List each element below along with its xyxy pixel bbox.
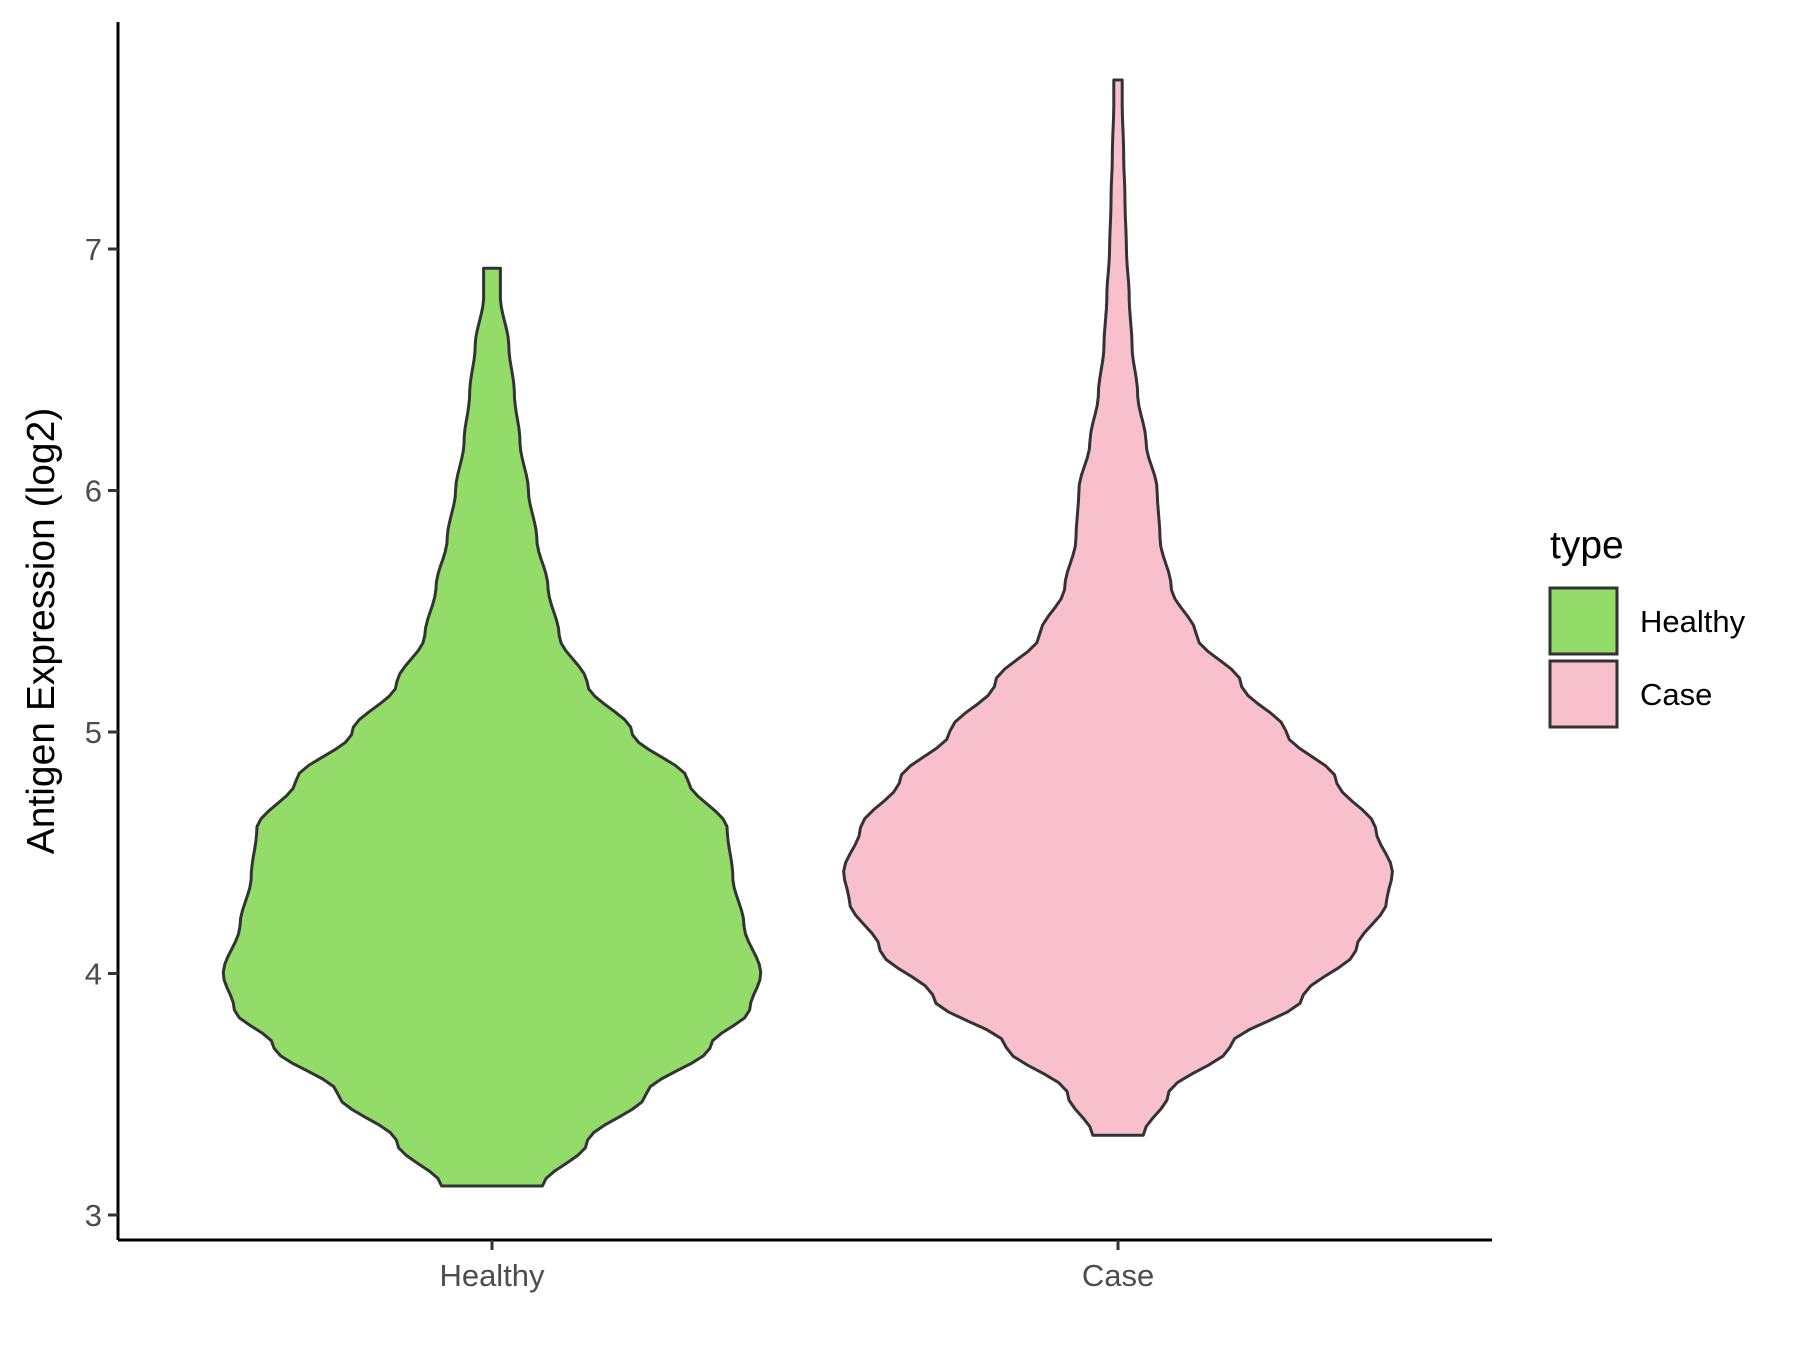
y-tick-label: 5 <box>85 715 102 750</box>
ticks: 3 4 5 6 7 Healthy Case <box>85 232 1154 1293</box>
legend-label-case: Case <box>1640 677 1712 712</box>
legend: type Healthy Case <box>1548 524 1746 729</box>
y-tick-label: 4 <box>85 957 102 992</box>
violin-case <box>842 78 1394 1137</box>
y-axis-title: Antigen Expression (log2) <box>20 408 63 855</box>
legend-title: type <box>1550 524 1624 567</box>
x-tick-label: Healthy <box>439 1258 545 1293</box>
y-tick-label: 6 <box>85 474 102 509</box>
y-tick-label: 3 <box>85 1198 102 1233</box>
plot-area <box>221 78 1394 1188</box>
axes <box>116 22 1492 1242</box>
y-tick-label: 7 <box>85 232 102 267</box>
legend-label-healthy: Healthy <box>1640 604 1746 639</box>
x-tick-label: Case <box>1082 1258 1154 1293</box>
violin-healthy <box>221 266 763 1188</box>
legend-key-healthy <box>1548 586 1619 656</box>
legend-key-case <box>1548 659 1619 729</box>
